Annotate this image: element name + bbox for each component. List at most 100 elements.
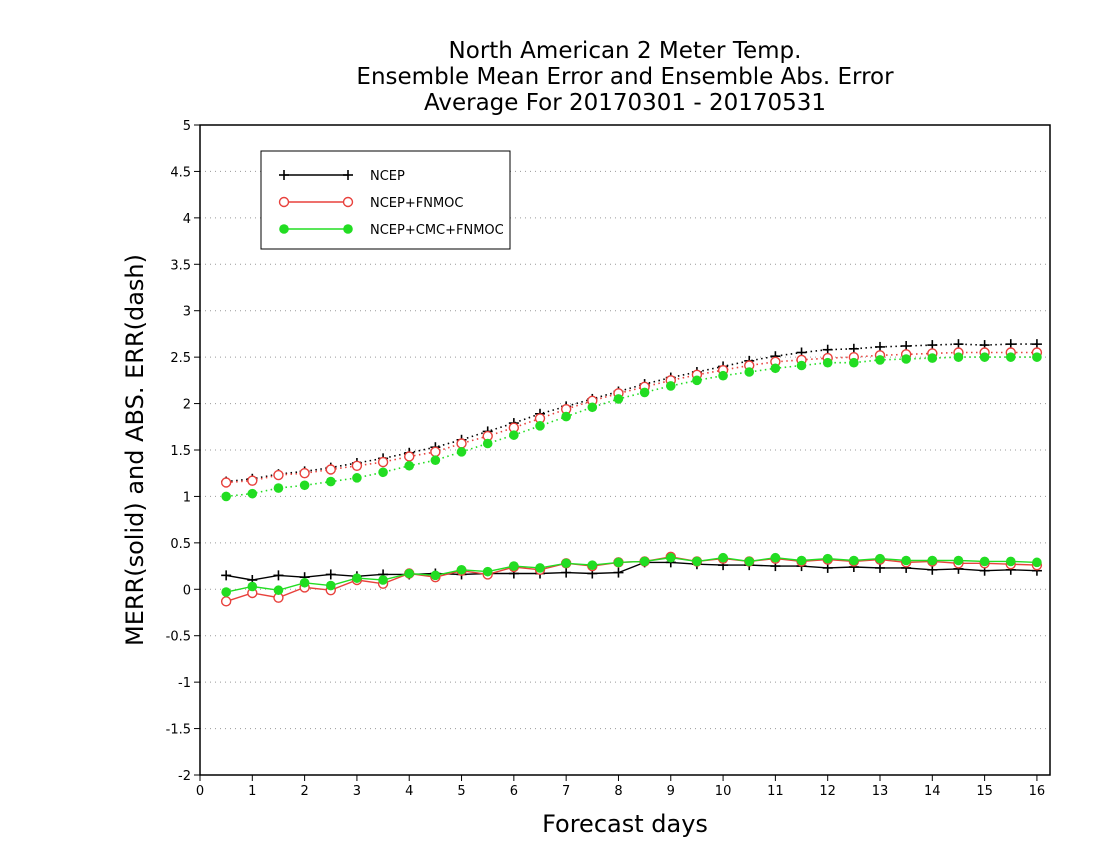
abs-err-point: [692, 375, 702, 386]
legend-marker: [343, 170, 353, 180]
legend-label: NCEP+CMC+FNMOC: [370, 223, 504, 238]
x-tick-label: 4: [405, 784, 413, 799]
abs-err-point: [875, 355, 885, 365]
merr-line: [226, 561, 1037, 581]
legend-item: NCEP: [279, 169, 405, 184]
merr-point: [927, 555, 938, 566]
abs-err-point: [927, 353, 938, 363]
y-tick-label: 0: [183, 583, 191, 598]
y-tick-label: 2: [183, 398, 191, 413]
x-tick-label: 6: [510, 784, 518, 799]
abs-err-point: [247, 475, 258, 486]
y-tick-label: 0.5: [170, 537, 191, 552]
abs-err-point: [325, 464, 336, 475]
x-axis-label: Forecast days: [542, 810, 708, 838]
abs-err-point: [822, 357, 833, 368]
merr-point: [325, 569, 336, 580]
y-tick-label: -1.5: [166, 723, 191, 738]
legend: NCEP NCEP+FNMOC NCEP+CMC+FNMOC: [260, 150, 511, 250]
x-tick-label: 9: [667, 784, 675, 799]
abs-err-line: [226, 343, 1037, 483]
abs-err-point: [299, 480, 310, 491]
x-tick-label: 10: [715, 784, 732, 799]
abs-err-point: [482, 438, 493, 449]
merr-point: [561, 567, 572, 578]
y-tick-label: -1: [178, 676, 191, 691]
abs-err-point: [221, 491, 231, 502]
merr-point: [692, 556, 702, 567]
abs-err-point: [404, 460, 415, 471]
legend-item: NCEP+CMC+FNMOC: [279, 223, 504, 238]
merr-point: [430, 570, 441, 581]
abs-err-point: [299, 468, 310, 479]
y-axis-label: MERR(solid) and ABS. ERR(dash): [121, 254, 149, 646]
abs-err-point: [953, 352, 964, 362]
merr-point: [273, 585, 284, 596]
merr-point: [404, 568, 415, 579]
abs-err-point: [351, 460, 363, 471]
x-tick-label: 8: [614, 784, 622, 799]
legend-item: NCEP+FNMOC: [278, 196, 463, 211]
y-tick-label: 1: [183, 490, 191, 505]
merr-point: [901, 555, 911, 566]
abs-err-line: [226, 351, 1037, 484]
abs-err-point: [718, 370, 728, 381]
chart-title-line: Average For 20170301 - 20170531: [424, 90, 826, 116]
abs-err-point: [352, 473, 362, 483]
x-tick-label: 3: [353, 784, 361, 799]
abs-err-point: [247, 488, 258, 499]
merr-point: [770, 552, 781, 563]
merr-point: [535, 563, 545, 573]
merr-point: [953, 555, 964, 566]
merr-point: [221, 587, 231, 597]
abs-err-point: [1005, 352, 1016, 362]
x-tick-label: 15: [976, 784, 993, 799]
chart-title: North American 2 Meter Temp.Ensemble Mea…: [356, 38, 894, 116]
merr-point: [299, 577, 310, 588]
merr-point: [718, 552, 728, 563]
x-tick-label: 13: [872, 784, 889, 799]
x-tick-label: 0: [196, 784, 204, 799]
x-axis: 0 1 2 3 4 5 6 7 8 9 10 11 12 13 14 15 16: [196, 775, 1045, 799]
y-tick-label: 1.5: [170, 444, 191, 459]
chart-title-line: Ensemble Mean Error and Ensemble Abs. Er…: [356, 64, 894, 90]
x-tick-label: 7: [562, 784, 570, 799]
merr-point: [273, 570, 284, 581]
merr-point: [875, 553, 885, 564]
merr-point: [247, 581, 258, 592]
abs-err-point: [273, 469, 284, 481]
abs-err-point: [325, 476, 336, 487]
abs-err-point: [430, 455, 441, 466]
chart-title-line: North American 2 Meter Temp.: [449, 38, 802, 64]
merr-line: [225, 556, 1037, 603]
merr-point: [587, 560, 598, 570]
merr-point: [509, 561, 519, 571]
y-axis: 5 4.5 4 3.5 3 2.5 2 1.5 1 0.5 0 -0.5 -1 -1.5 -2: [166, 119, 200, 784]
abs-err-point: [639, 387, 650, 398]
merr-point: [1005, 556, 1016, 567]
legend-marker: [278, 196, 290, 208]
merr-point: [796, 555, 807, 566]
x-tick-label: 2: [300, 784, 308, 799]
y-tick-label: 5: [183, 119, 191, 134]
y-tick-label: 3.5: [170, 258, 191, 273]
abs-err-point: [273, 483, 284, 493]
abs-err-point: [456, 447, 467, 457]
x-tick-label: 5: [457, 784, 465, 799]
legend-marker: [343, 224, 353, 234]
legend-label: NCEP+FNMOC: [370, 196, 463, 211]
legend-marker: [279, 170, 289, 180]
merr-point: [378, 575, 388, 585]
x-tick-label: 12: [819, 784, 836, 799]
legend-box: [260, 150, 511, 250]
abs-err-point: [613, 394, 624, 404]
merr-point: [561, 558, 571, 569]
merr-line: [226, 556, 1037, 593]
abs-err-point: [509, 430, 519, 440]
merr-point: [482, 566, 493, 577]
y-tick-label: -2: [178, 769, 191, 784]
abs-err-point: [744, 367, 755, 377]
grid-lines: [200, 170, 1050, 730]
merr-point: [613, 567, 624, 578]
merr-point: [665, 552, 676, 563]
